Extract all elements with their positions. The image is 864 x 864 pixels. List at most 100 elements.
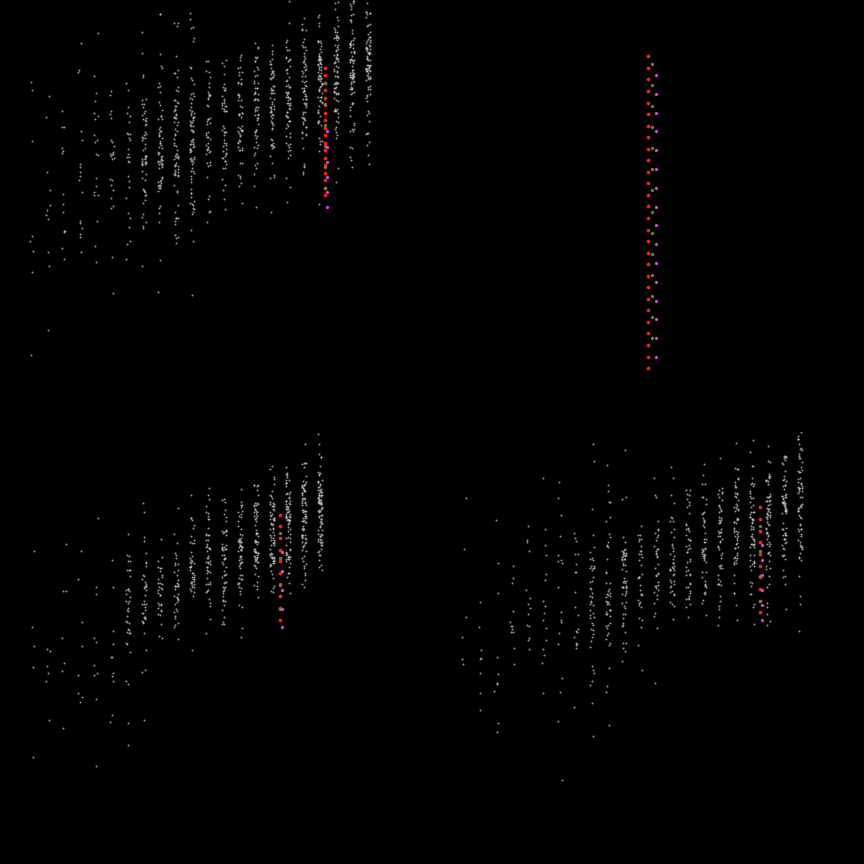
Point — [551, 626, 565, 640]
Point — [217, 143, 231, 157]
Point — [603, 495, 617, 509]
Point — [346, 124, 360, 137]
Point — [55, 141, 69, 155]
Point — [139, 187, 153, 201]
Point — [89, 635, 103, 649]
Point — [295, 514, 309, 528]
Point — [105, 178, 118, 192]
Point — [318, 139, 332, 153]
Point — [714, 559, 727, 573]
Point — [666, 568, 680, 581]
Point — [139, 149, 153, 163]
Point — [649, 200, 663, 213]
Point — [491, 677, 505, 691]
Point — [264, 80, 277, 94]
Point — [314, 559, 328, 573]
Point — [663, 514, 677, 528]
Point — [299, 544, 313, 558]
Point — [234, 536, 248, 550]
Point — [263, 528, 276, 542]
Point — [283, 586, 296, 600]
Point — [712, 600, 726, 613]
Point — [185, 570, 199, 584]
Point — [328, 120, 342, 134]
Point — [219, 524, 233, 537]
Point — [282, 415, 295, 429]
Point — [361, 104, 375, 118]
Point — [760, 504, 774, 518]
Point — [297, 485, 311, 499]
Point — [265, 567, 279, 581]
Point — [793, 589, 807, 603]
Point — [776, 495, 790, 509]
Point — [265, 141, 279, 155]
Point — [730, 462, 744, 476]
Point — [120, 106, 134, 120]
Point — [599, 566, 613, 580]
Point — [647, 585, 661, 599]
Point — [711, 568, 725, 581]
Point — [218, 598, 232, 612]
Point — [185, 123, 199, 137]
Point — [778, 464, 791, 478]
Point — [791, 500, 805, 514]
Point — [791, 473, 805, 486]
Point — [600, 595, 614, 609]
Point — [235, 65, 249, 79]
Point — [745, 476, 759, 490]
Point — [86, 129, 100, 143]
Point — [169, 83, 183, 97]
Point — [265, 95, 279, 109]
Point — [318, 76, 332, 90]
Point — [168, 159, 181, 173]
Point — [584, 634, 598, 648]
Point — [43, 644, 57, 658]
Point — [136, 496, 149, 510]
Point — [587, 553, 600, 567]
Point — [778, 536, 792, 550]
Point — [538, 522, 552, 536]
Point — [329, 74, 343, 88]
Point — [679, 564, 693, 578]
Point — [727, 576, 741, 590]
Point — [364, 82, 378, 96]
Point — [57, 251, 71, 265]
Point — [791, 449, 805, 463]
Point — [279, 546, 293, 560]
Point — [760, 502, 774, 516]
Point — [152, 95, 166, 109]
Point — [283, 52, 297, 66]
Point — [347, 123, 361, 137]
Point — [233, 533, 247, 547]
Point — [361, 32, 375, 46]
Point — [201, 92, 215, 105]
Point — [297, 96, 311, 110]
Point — [331, 76, 345, 90]
Point — [360, 53, 374, 67]
Point — [650, 550, 664, 563]
Point — [712, 513, 726, 527]
Point — [713, 561, 727, 575]
Point — [295, 551, 309, 565]
Point — [250, 112, 264, 126]
Point — [311, 35, 325, 49]
Point — [759, 474, 773, 488]
Point — [265, 97, 279, 111]
Point — [251, 575, 264, 588]
Point — [232, 143, 246, 156]
Point — [298, 515, 312, 529]
Point — [683, 499, 696, 512]
Point — [698, 543, 712, 556]
Point — [314, 40, 328, 54]
Point — [314, 450, 328, 464]
Point — [281, 151, 295, 165]
Point — [312, 493, 326, 507]
Point — [137, 129, 151, 143]
Point — [199, 126, 213, 140]
Point — [264, 133, 278, 147]
Point — [248, 50, 262, 64]
Point — [171, 149, 185, 163]
Point — [714, 530, 727, 543]
Point — [251, 555, 264, 569]
Point — [251, 41, 265, 54]
